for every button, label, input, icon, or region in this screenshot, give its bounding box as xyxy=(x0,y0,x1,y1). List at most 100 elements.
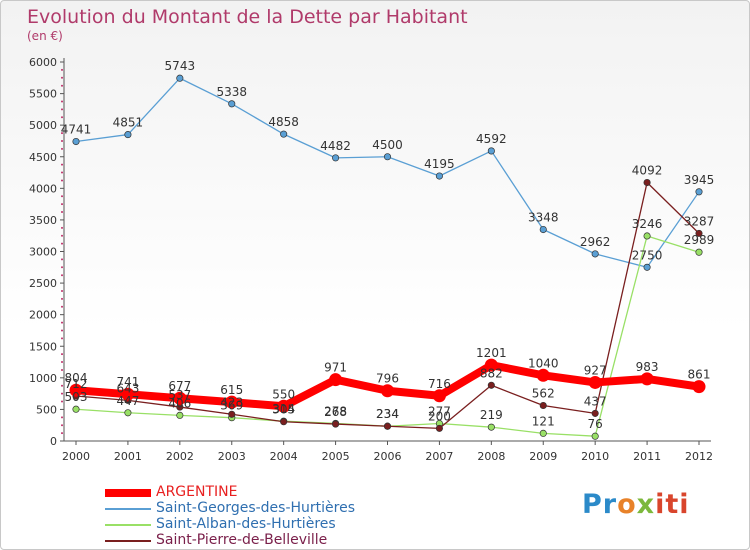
y-minor-tick xyxy=(61,274,63,277)
x-tick-label: 2001 xyxy=(114,450,142,463)
data-point xyxy=(591,409,599,417)
data-label: 643 xyxy=(116,381,139,395)
y-minor-tick xyxy=(61,400,63,403)
x-tick-label: 2010 xyxy=(581,450,609,463)
y-minor-tick xyxy=(61,297,63,300)
y-tick-label: 5500 xyxy=(29,88,57,101)
y-minor-tick xyxy=(61,242,63,245)
data-label: 716 xyxy=(428,377,451,391)
y-minor-tick xyxy=(61,100,63,103)
logo-part: iti xyxy=(655,489,690,520)
y-tick-label: 1500 xyxy=(29,340,57,353)
x-tick-label: 2007 xyxy=(425,450,453,463)
data-label: 3348 xyxy=(528,211,559,225)
logo-part: o xyxy=(617,489,637,520)
y-minor-tick xyxy=(61,68,63,71)
y-minor-tick xyxy=(61,337,63,340)
data-label: 406 xyxy=(168,396,191,410)
legend-swatch xyxy=(105,489,151,497)
data-point xyxy=(173,391,187,405)
data-label: 121 xyxy=(532,414,555,428)
data-point xyxy=(332,420,340,428)
data-point xyxy=(591,250,599,258)
data-label: 2750 xyxy=(632,248,663,262)
data-label: 5338 xyxy=(216,85,247,99)
data-label: 278 xyxy=(324,404,347,418)
data-point xyxy=(484,358,498,372)
data-label: 4592 xyxy=(476,132,507,146)
data-point xyxy=(643,178,651,187)
data-point xyxy=(695,229,703,237)
y-minor-tick xyxy=(61,203,63,206)
x-tick-label: 2006 xyxy=(374,450,402,463)
y-tick-label: 3000 xyxy=(29,246,57,259)
y-minor-tick xyxy=(61,147,63,150)
y-tick-label: 500 xyxy=(36,403,57,416)
data-point xyxy=(228,410,236,418)
data-label: 314 xyxy=(272,402,295,416)
data-label: 4741 xyxy=(61,123,92,137)
data-label: 882 xyxy=(480,366,503,380)
data-label: 305 xyxy=(272,403,295,417)
y-minor-tick xyxy=(61,258,63,261)
data-label: 712 xyxy=(65,377,88,391)
data-point xyxy=(640,372,654,386)
data-point xyxy=(228,100,236,108)
data-point xyxy=(329,373,343,387)
data-point xyxy=(539,401,547,410)
data-label: 277 xyxy=(428,405,451,419)
x-tick-label: 2009 xyxy=(529,450,557,463)
data-label: 983 xyxy=(636,360,659,374)
logo-part: Pr xyxy=(582,489,618,520)
data-point xyxy=(487,147,495,155)
y-minor-tick xyxy=(61,84,63,87)
data-point xyxy=(692,380,706,394)
legend-label: Saint-Alban-des-Hurtières xyxy=(156,516,336,532)
y-minor-tick xyxy=(61,108,63,111)
y-minor-tick xyxy=(61,132,63,135)
data-label: 234 xyxy=(376,407,399,421)
data-label: 562 xyxy=(532,387,555,401)
legend-swatch xyxy=(105,540,151,542)
y-minor-tick xyxy=(61,179,63,182)
x-tick-label: 2011 xyxy=(633,450,661,463)
data-point xyxy=(124,131,132,139)
data-point xyxy=(435,424,443,432)
y-minor-tick xyxy=(61,305,63,308)
y-minor-tick xyxy=(61,416,63,419)
x-tick-label: 2004 xyxy=(270,450,298,463)
data-point xyxy=(643,263,651,271)
data-label: 3945 xyxy=(684,173,715,187)
y-minor-tick xyxy=(61,384,63,387)
data-label: 4851 xyxy=(113,116,144,130)
y-minor-tick xyxy=(61,392,63,395)
data-point xyxy=(176,74,184,82)
y-tick-label: 6000 xyxy=(29,56,57,69)
data-point xyxy=(487,423,495,431)
data-point xyxy=(588,375,602,389)
data-label: 2962 xyxy=(580,235,611,249)
data-point xyxy=(435,172,443,180)
data-label: 268 xyxy=(324,405,347,419)
y-minor-tick xyxy=(61,171,63,174)
x-tick-label: 2002 xyxy=(166,450,194,463)
data-point xyxy=(332,154,340,162)
y-minor-tick xyxy=(61,368,63,371)
data-point xyxy=(536,368,550,382)
data-point xyxy=(383,422,392,430)
data-point xyxy=(487,381,495,389)
data-label: 861 xyxy=(688,368,711,382)
x-tick-label: 2008 xyxy=(477,450,505,463)
data-label: 4858 xyxy=(268,115,299,129)
data-label: 219 xyxy=(480,408,503,422)
y-tick-label: 2000 xyxy=(29,309,57,322)
data-label: 447 xyxy=(116,394,139,408)
y-tick-label: 2500 xyxy=(29,277,57,290)
data-point xyxy=(591,432,599,440)
data-label: 1040 xyxy=(528,356,559,370)
data-label: 3246 xyxy=(632,217,663,231)
data-point xyxy=(539,225,547,234)
y-tick-label: 4500 xyxy=(29,151,57,164)
data-label: 437 xyxy=(584,394,607,408)
